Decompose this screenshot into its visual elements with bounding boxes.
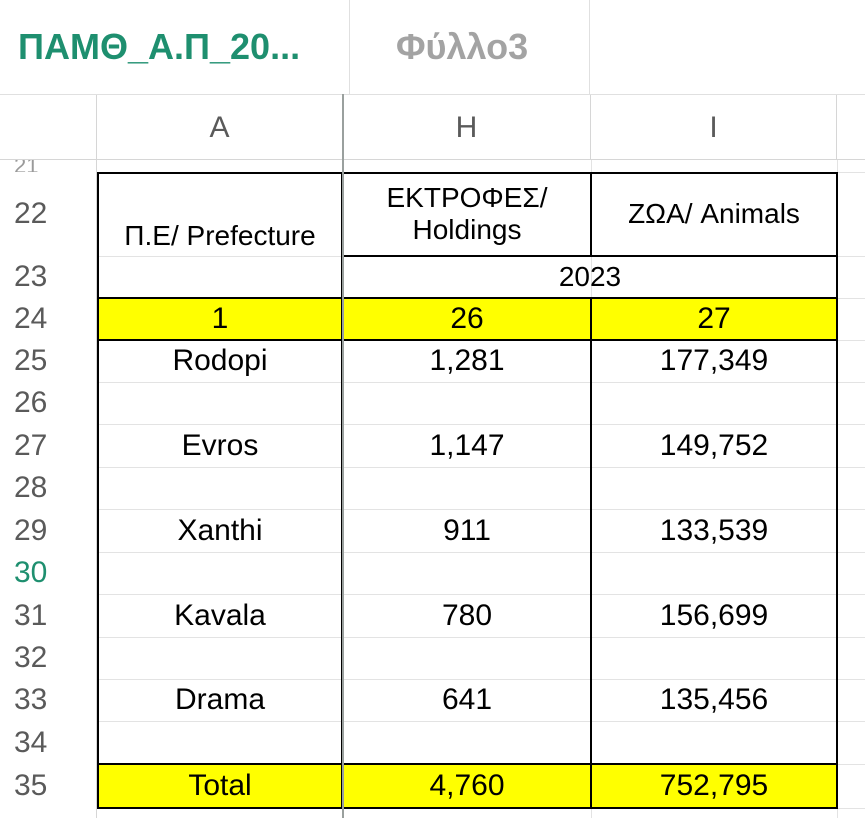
cell-prefecture-xanthi[interactable]: Xanthi <box>177 513 263 547</box>
row-header-22[interactable]: 22 <box>14 197 48 230</box>
cell-animals-rodopi[interactable]: 177,349 <box>659 344 769 377</box>
row-header-25[interactable]: 25 <box>14 344 48 377</box>
cell-prefecture-kavala[interactable]: Kavala <box>174 598 266 632</box>
cell-holdings-kavala[interactable]: 780 <box>441 598 493 632</box>
header-holdings[interactable]: ΕΚΤΡΟΦΕΣ/ Holdings <box>343 172 591 256</box>
header-holdings-line1: ΕΚΤΡΟΦΕΣ/ <box>386 182 548 213</box>
row-header-28[interactable]: 28 <box>14 471 48 504</box>
sheet-tab-fyllo3[interactable]: Φύλλο3 <box>350 0 590 94</box>
total-row-highlight <box>97 764 837 808</box>
row-header-26[interactable]: 26 <box>14 386 48 419</box>
row-header-31[interactable]: 31 <box>14 598 48 632</box>
sheet-tab-label: Φύλλο3 <box>396 26 529 67</box>
col-number-animals[interactable]: 27 <box>697 302 731 335</box>
row-header-35[interactable]: 35 <box>14 769 48 802</box>
sheet-tab-active[interactable]: ΠΑΜΘ_Α.Π_20... <box>0 0 350 94</box>
row-header-gutter: 21 22 23 24 25 26 27 28 29 30 31 32 33 3… <box>0 160 97 818</box>
row-header-29[interactable]: 29 <box>14 513 48 547</box>
row-header-21[interactable]: 21 <box>0 160 97 172</box>
select-all-corner[interactable] <box>0 95 97 160</box>
cell-animals-drama[interactable]: 135,456 <box>659 683 769 716</box>
row-header-30[interactable]: 30 <box>14 556 48 589</box>
cell-animals-kavala[interactable]: 156,699 <box>659 598 769 632</box>
freeze-pane-divider[interactable] <box>342 94 344 818</box>
sheet-tab-bar: ΠΑΜΘ_Α.Π_20... Φύλλο3 <box>0 0 865 94</box>
cell-holdings-evros[interactable]: 1,147 <box>429 428 505 462</box>
cell-animals-xanthi[interactable]: 133,539 <box>659 513 769 547</box>
cell-holdings-xanthi[interactable]: 911 <box>443 513 491 547</box>
cell-total-holdings[interactable]: 4,760 <box>429 769 505 802</box>
col-number-holdings[interactable]: 26 <box>450 302 484 335</box>
cell-prefecture-drama[interactable]: Drama <box>174 683 265 716</box>
cell-holdings-rodopi[interactable]: 1,281 <box>429 344 505 377</box>
column-number-row-highlight <box>97 298 837 340</box>
row-header-27[interactable]: 27 <box>14 428 48 462</box>
row-header-33[interactable]: 33 <box>14 683 48 716</box>
header-holdings-line2: Holdings <box>412 214 522 245</box>
cell-prefecture-evros[interactable]: Evros <box>181 428 259 462</box>
cell-holdings-drama[interactable]: 641 <box>441 683 493 716</box>
row-header-32[interactable]: 32 <box>14 641 48 674</box>
header-prefecture[interactable]: Π.Ε/ Prefecture <box>124 220 316 251</box>
header-animals[interactable]: ΖΩΑ/ Animals <box>628 198 800 229</box>
column-header-i[interactable]: I <box>591 95 837 160</box>
cell-prefecture-rodopi[interactable]: Rodopi <box>172 344 268 377</box>
cell-total-animals[interactable]: 752,795 <box>659 769 769 802</box>
col-number-prefecture[interactable]: 1 <box>211 302 229 335</box>
row-header-23[interactable]: 23 <box>14 260 48 293</box>
column-header-a[interactable]: A <box>97 95 343 160</box>
sheet-tab-label: ΠΑΜΘ_Α.Π_20... <box>18 26 301 67</box>
column-header-bar: A H I <box>0 94 865 160</box>
cell-total-label[interactable]: Total <box>188 769 252 802</box>
row-header-24[interactable]: 24 <box>14 302 48 335</box>
year-cell[interactable]: 2023 <box>558 261 622 292</box>
row-header-34[interactable]: 34 <box>14 725 48 759</box>
column-header-h[interactable]: H <box>343 95 591 160</box>
cell-animals-evros[interactable]: 149,752 <box>659 428 769 462</box>
